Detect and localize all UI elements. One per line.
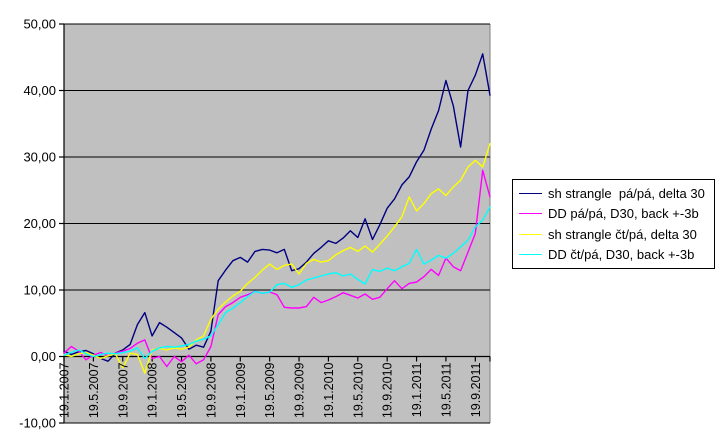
x-tick-label: 19.1.2009	[234, 362, 248, 418]
legend-line-swatch	[519, 213, 542, 215]
legend-item-label: sh strangle pá/pá, delta 30	[548, 186, 705, 202]
legend-line-swatch	[519, 253, 542, 255]
x-tick-label: 19.1.2011	[410, 362, 424, 417]
y-tick-label: 30,00	[23, 150, 56, 165]
legend-item: sh strangle čt/pá, delta 30	[513, 228, 714, 241]
series-line-2	[63, 169, 491, 368]
legend-line-swatch	[519, 193, 542, 195]
legend-item-label: sh strangle čt/pá, delta 30	[548, 226, 697, 242]
x-tick-label: 19.5.2010	[351, 362, 365, 418]
x-tick-label: 19.9.2008	[204, 362, 218, 418]
y-tick-label: 50,00	[23, 17, 56, 32]
y-tick-label: 40,00	[23, 83, 56, 98]
x-tick-label: 19.5.2009	[263, 362, 277, 418]
legend-item: sh strangle pá/pá, delta 30	[513, 187, 714, 200]
legend: sh strangle pá/pá, delta 30 DD pá/pá, D30…	[512, 179, 715, 269]
legend-item-label: DD čt/pá, D30, back +-3b	[548, 246, 695, 262]
series-line-3	[63, 142, 491, 374]
x-tick-label: 19.5.2008	[175, 362, 189, 418]
x-tick-label: 19.9.2009	[293, 362, 307, 418]
legend-line-swatch	[519, 233, 542, 235]
x-tick-label: 19.1.2007	[58, 362, 72, 418]
legend-item-label: DD pá/pá, D30, back +-3b	[548, 206, 699, 222]
x-tick-label: 19.1.2010	[322, 362, 336, 418]
x-tick-label: 19.5.2007	[87, 362, 101, 418]
x-tick-label: 19.9.2007	[116, 362, 130, 418]
series-line-4	[63, 206, 491, 360]
y-tick-label: 0,00	[31, 349, 56, 364]
x-tick-label: 19.9.2010	[381, 362, 395, 418]
x-tick-label: 19.1.2008	[146, 362, 160, 418]
x-tick-label: 19.9.2011	[469, 362, 483, 417]
y-tick-label: -10,00	[19, 416, 56, 431]
y-tick-label: 10,00	[23, 283, 56, 298]
x-tick-label: 19.5.2011	[439, 362, 453, 417]
legend-item: DD čt/pá, D30, back +-3b	[513, 248, 714, 261]
series-line-1	[63, 53, 491, 362]
legend-item: DD pá/pá, D30, back +-3b	[513, 207, 714, 220]
y-tick-label: 20,00	[23, 216, 56, 231]
